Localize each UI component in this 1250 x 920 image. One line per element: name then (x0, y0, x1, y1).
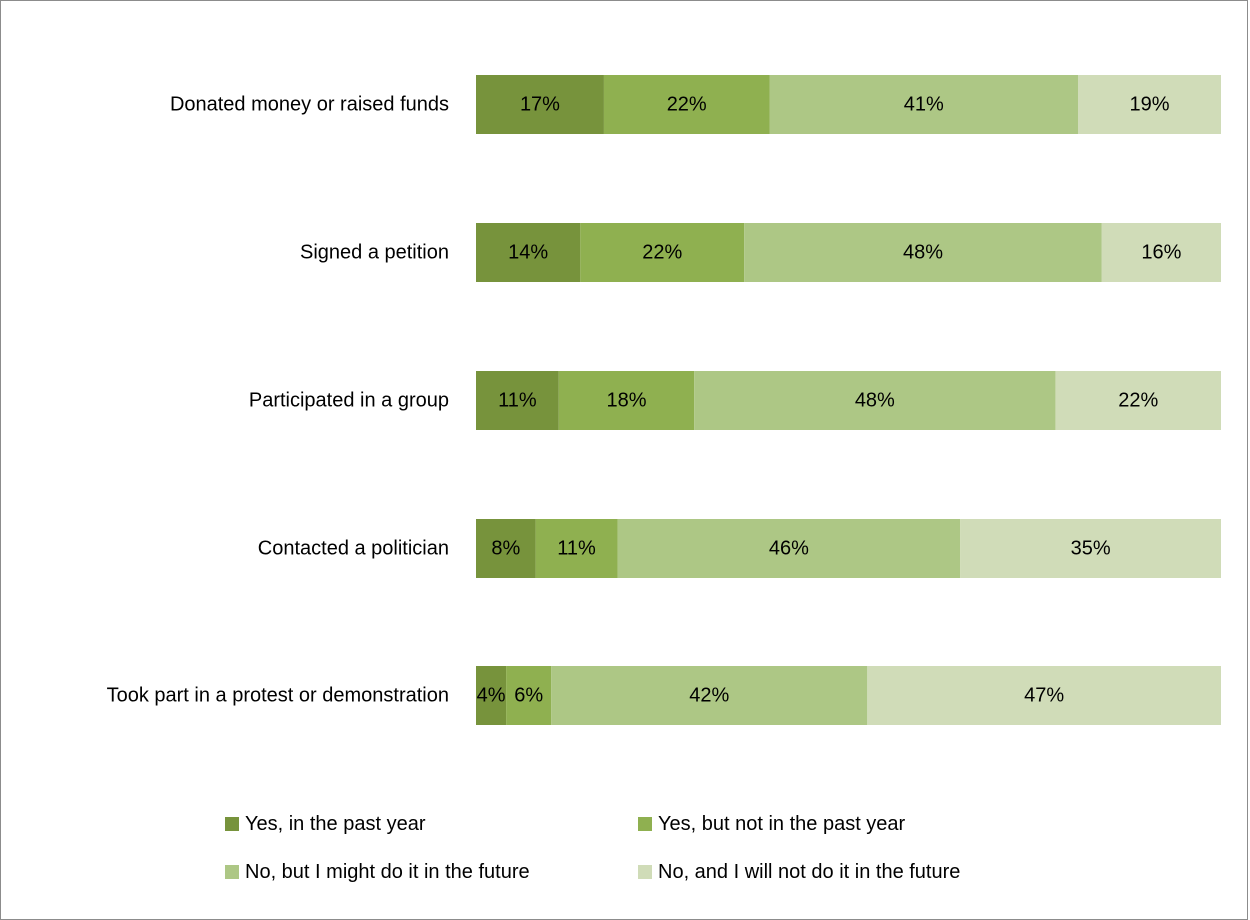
bar-segment (476, 223, 581, 282)
bar-segment (506, 666, 552, 725)
category-labels: Donated money or raised funds Signed a pe… (107, 94, 449, 707)
data-label: 48% (855, 390, 895, 412)
data-label: 22% (667, 94, 707, 116)
category-label: Contacted a politician (258, 538, 449, 560)
category-label: Signed a petition (300, 242, 449, 264)
legend-label: Yes, in the past year (245, 813, 426, 835)
legend-swatch (225, 817, 239, 831)
legend-label: Yes, but not in the past year (658, 813, 906, 835)
data-label: 48% (903, 242, 943, 264)
bars-area: 17% 22% 41% 19% 14% 22% 48% 16% 11% 18% 48% 22% 8% 11… (476, 75, 1221, 725)
category-label: Took part in a protest or demonstration (107, 685, 449, 707)
data-label: 17% (520, 94, 560, 116)
bar-segment (1078, 75, 1221, 134)
bar-segment (694, 371, 1056, 430)
legend-swatch (638, 865, 652, 879)
data-label: 18% (606, 390, 646, 412)
data-label: 14% (508, 242, 548, 264)
bar-segment (558, 371, 695, 430)
legend: Yes, in the past year Yes, but not in the… (225, 813, 960, 883)
bar-segment (551, 666, 868, 725)
data-label: 46% (769, 538, 809, 560)
data-label: 19% (1129, 94, 1169, 116)
bar-segment (1055, 371, 1221, 430)
data-label: 6% (514, 685, 543, 707)
bar-segment (476, 666, 507, 725)
data-label: 4% (477, 685, 506, 707)
data-label: 16% (1141, 242, 1181, 264)
data-label: 35% (1071, 538, 1111, 560)
legend-swatch (225, 865, 239, 879)
data-label: 41% (904, 94, 944, 116)
bar-segment (476, 371, 559, 430)
bar-segment (744, 223, 1102, 282)
bar-segment (617, 519, 961, 578)
bar-segment (1101, 223, 1221, 282)
bar-segment (476, 519, 536, 578)
data-label: 11% (498, 390, 537, 412)
category-label: Participated in a group (249, 390, 449, 412)
legend-label: No, but I might do it in the future (245, 861, 530, 883)
legend-swatch (638, 817, 652, 831)
data-label: 8% (491, 538, 520, 560)
bar-segment (580, 223, 745, 282)
bar-segment (603, 75, 770, 134)
bar-segment (960, 519, 1221, 578)
data-label: 22% (1118, 390, 1158, 412)
bar-segment (769, 75, 1079, 134)
bar-segment (535, 519, 618, 578)
legend-label: No, and I will not do it in the future (658, 861, 960, 883)
category-label: Donated money or raised funds (170, 94, 449, 116)
data-label: 11% (557, 538, 596, 560)
data-label: 47% (1024, 685, 1064, 707)
data-label: 42% (689, 685, 729, 707)
data-label: 22% (642, 242, 682, 264)
bar-segment (476, 75, 604, 134)
bar-segment (867, 666, 1221, 725)
